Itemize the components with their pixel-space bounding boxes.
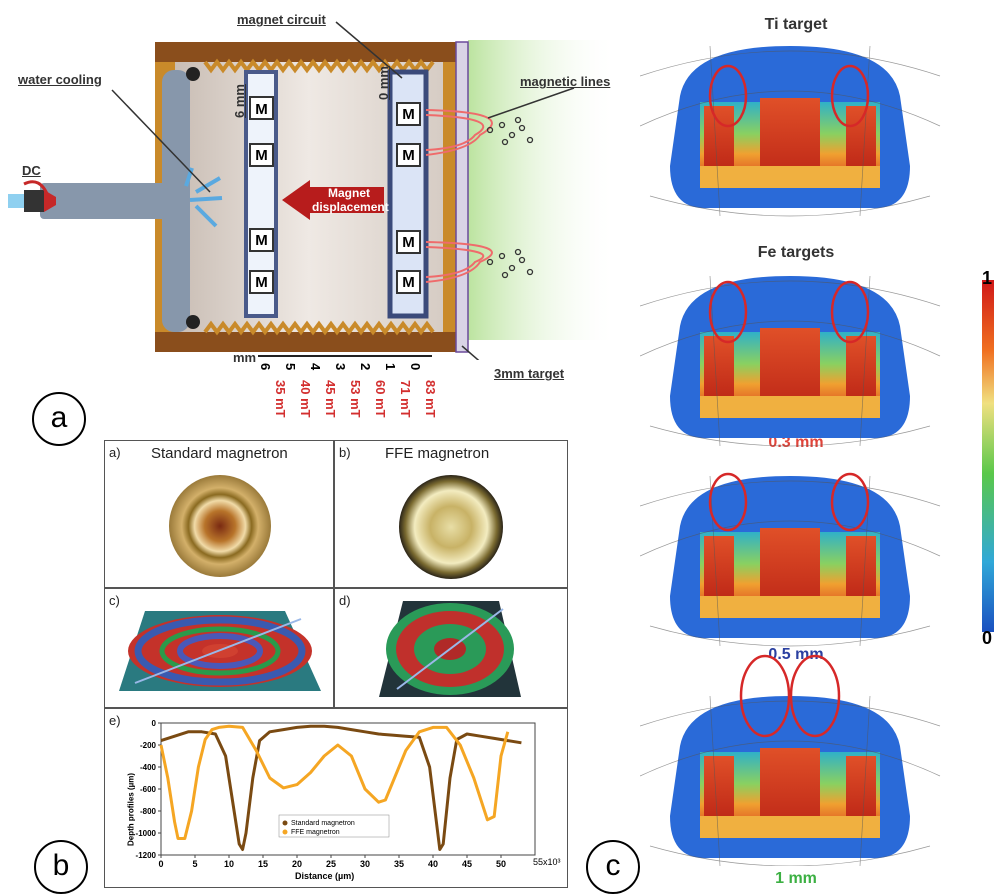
- depth-profile-chart: e) 0 5 10 15 20 25 30 35 40 45 50 0 -200 -400 -600 -800…: [104, 708, 568, 888]
- depth-chart-svg: 0 5 10 15 20 25 30 35 40 45 50 0 -200 -400 -600 -800 -10…: [136, 719, 536, 869]
- magnet-block: M: [249, 96, 274, 120]
- sub-letter: e): [109, 713, 121, 728]
- x-axis-label: Distance (µm): [295, 871, 355, 881]
- dc-label: DC: [22, 163, 41, 178]
- zero-mm-label: 0 mm: [376, 66, 391, 100]
- water-cooling-label: water cooling: [18, 72, 102, 87]
- scale-mm: 0: [408, 363, 423, 371]
- scale-mm: 4: [308, 363, 323, 371]
- fe-targets-title: Fe targets: [757, 244, 835, 261]
- magnet-block: M: [249, 270, 274, 294]
- y-tick-label: 0: [152, 719, 157, 728]
- x-tick-label: 25: [326, 859, 336, 869]
- profile-3d-standard: c): [104, 588, 334, 708]
- profile-3d-ffe: d): [334, 588, 568, 708]
- photo-standard: a) Standard magnetron: [104, 440, 334, 588]
- ti-target-title: Ti target: [764, 16, 828, 33]
- scale-mm: 6: [258, 363, 273, 371]
- six-mm-label: 6 mm: [232, 84, 247, 118]
- colorbar-max: 1: [982, 268, 993, 288]
- x-tick-label: 10: [224, 859, 234, 869]
- legend-marker: [282, 829, 288, 835]
- magnet-block: M: [396, 230, 421, 254]
- scale-mt: 35 mT: [273, 380, 288, 418]
- magnet-block: M: [249, 228, 274, 252]
- panel-c-label: c: [586, 840, 640, 894]
- legend-marker: [282, 820, 288, 826]
- x-tick-label: 30: [360, 859, 370, 869]
- target-label: 3mm target: [494, 366, 565, 381]
- panel-b-label: b: [34, 840, 88, 894]
- colorbar: [982, 280, 994, 632]
- sub-letter: a): [109, 445, 121, 460]
- scale-mm: 3: [333, 363, 348, 371]
- standard-3d-map: [119, 611, 321, 691]
- y-tick-label: -200: [140, 741, 157, 750]
- scale-mt: 45 mT: [323, 380, 338, 418]
- thickness-03-label: 0.3 mm: [768, 434, 824, 451]
- cooling-pipe: [40, 183, 190, 219]
- x-tick-label: 50: [496, 859, 506, 869]
- magnet-block: M: [396, 143, 421, 167]
- x-tick-label: 15: [258, 859, 268, 869]
- x-tick-label: 20: [292, 859, 302, 869]
- sub-title: FFE magnetron: [385, 445, 490, 462]
- series-line: [159, 724, 510, 840]
- displacement-arrow: [282, 180, 384, 220]
- sub-letter: c): [109, 593, 120, 608]
- y-tick-label: -400: [140, 763, 157, 772]
- x-tick-label: 35: [394, 859, 404, 869]
- colorbar-min: 0: [982, 628, 993, 648]
- magnet-block: M: [396, 270, 421, 294]
- standard-target-photo: [169, 475, 271, 577]
- x-tick-label: 0: [158, 859, 163, 869]
- scale-mm: 1: [383, 363, 398, 371]
- magnetic-lines-label: magnetic lines: [520, 74, 611, 89]
- ffe-target-photo: [399, 475, 503, 579]
- scale-mt: 60 mT: [373, 380, 388, 418]
- scale-mm: 2: [358, 363, 373, 371]
- y-tick-label: -1000: [136, 829, 157, 838]
- x-tick-label: 5: [192, 859, 197, 869]
- photo-ffe: b) FFE magnetron: [334, 440, 568, 588]
- legend-label: Standard magnetron: [291, 820, 355, 827]
- y-tick-label: -600: [140, 785, 157, 794]
- sub-letter: d): [339, 593, 351, 608]
- mm-unit-label: mm: [233, 350, 257, 365]
- displacement-label: Magnet displacement: [312, 186, 389, 214]
- scale-mt: 40 mT: [298, 380, 313, 418]
- y-tick-label: -800: [140, 807, 157, 816]
- magnet-block: M: [249, 143, 274, 167]
- panel-a: M M M M M M M M water cooling magnet cir…: [0, 0, 640, 430]
- x-tick-label: 40: [428, 859, 438, 869]
- magnetron-schematic: [8, 21, 618, 360]
- scale-mt: 83 mT: [423, 380, 438, 418]
- series-line: [160, 724, 522, 851]
- scale-mm: 5: [283, 363, 298, 371]
- scale-mt: 71 mT: [398, 380, 413, 418]
- target-plate: [455, 41, 469, 353]
- panel-a-label: a: [32, 392, 86, 446]
- legend-label: FFE magnetron: [291, 829, 340, 836]
- x-multiplier: 55x10³: [533, 857, 561, 867]
- y-axis-label: Depth profiles (µm): [126, 772, 136, 847]
- legend-box: [278, 814, 390, 838]
- x-tick-label: 45: [462, 859, 472, 869]
- magnet-circuit-label: magnet circuit: [237, 12, 326, 27]
- sub-title: Standard magnetron: [151, 445, 288, 462]
- thickness-1-label: 1 mm: [775, 870, 817, 887]
- thickness-05-label: 0.5 mm: [768, 646, 824, 663]
- sub-letter: b): [339, 445, 351, 460]
- ffe-3d-map: [379, 601, 521, 697]
- field-simulations: [640, 45, 941, 866]
- plasma-glow: [468, 40, 618, 340]
- scale-mt: 53 mT: [348, 380, 363, 418]
- magnet-block: M: [396, 102, 421, 126]
- y-tick-label: -1200: [136, 851, 157, 860]
